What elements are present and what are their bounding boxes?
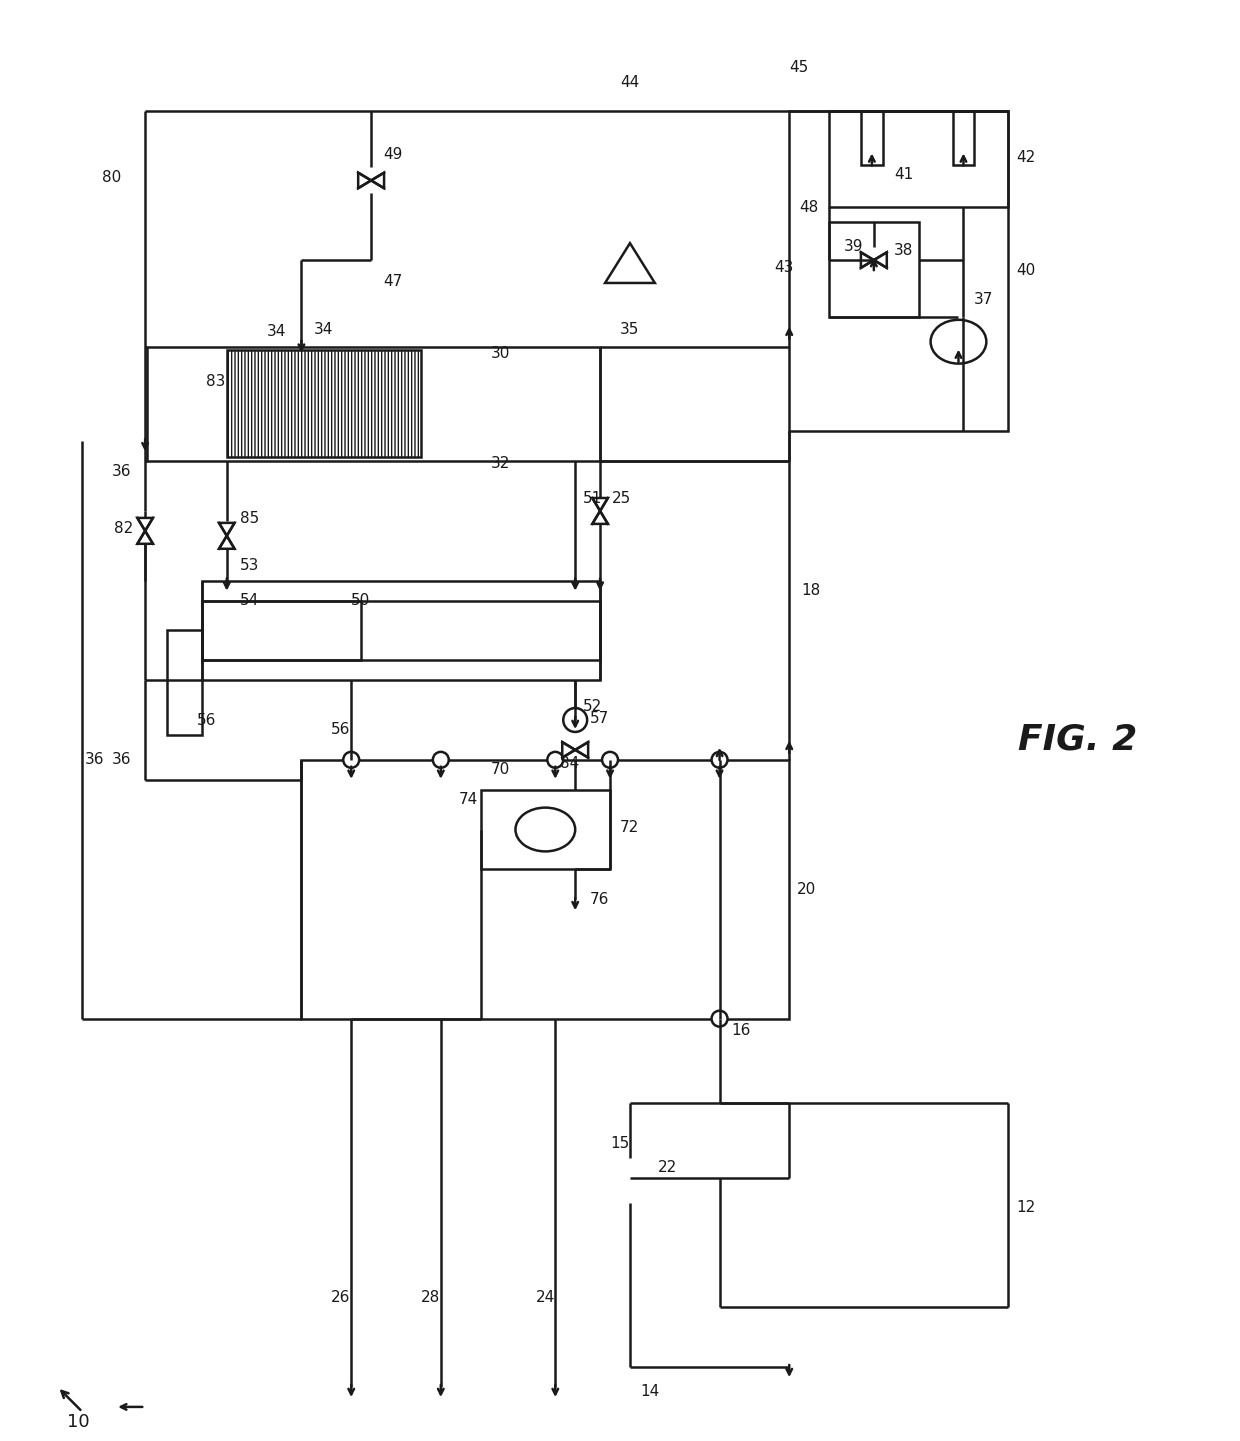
- Polygon shape: [593, 499, 608, 512]
- Bar: [227, 350, 420, 457]
- Bar: [830, 222, 919, 317]
- Text: 40: 40: [1017, 262, 1035, 278]
- Text: 16: 16: [732, 1023, 751, 1038]
- Text: 30: 30: [491, 346, 510, 362]
- Text: 44: 44: [620, 75, 640, 91]
- Text: 12: 12: [1017, 1200, 1035, 1215]
- Text: 34: 34: [267, 324, 286, 339]
- Text: 18: 18: [801, 584, 821, 598]
- Polygon shape: [371, 173, 384, 189]
- Text: 36: 36: [113, 464, 131, 478]
- Text: 49: 49: [383, 147, 403, 161]
- Circle shape: [603, 752, 618, 768]
- Text: 56: 56: [331, 722, 351, 738]
- Circle shape: [343, 752, 360, 768]
- Text: 43: 43: [774, 259, 794, 275]
- Polygon shape: [219, 536, 234, 549]
- Circle shape: [547, 752, 563, 768]
- Polygon shape: [861, 252, 874, 268]
- Text: 41: 41: [894, 167, 913, 182]
- Bar: [861, 111, 883, 166]
- Text: 42: 42: [1017, 150, 1035, 166]
- Text: 24: 24: [536, 1290, 554, 1306]
- Polygon shape: [575, 742, 588, 758]
- Text: 15: 15: [610, 1136, 629, 1150]
- Bar: [148, 347, 600, 461]
- Text: 26: 26: [331, 1290, 351, 1306]
- Bar: [830, 111, 1008, 208]
- Text: 22: 22: [658, 1160, 677, 1176]
- Text: 74: 74: [459, 793, 477, 807]
- Text: 82: 82: [114, 522, 134, 536]
- Polygon shape: [219, 523, 234, 536]
- Text: 47: 47: [383, 274, 402, 290]
- Text: 35: 35: [620, 323, 640, 337]
- Text: 83: 83: [206, 375, 226, 389]
- Text: 76: 76: [590, 892, 610, 906]
- Polygon shape: [358, 173, 371, 189]
- Text: FIG. 2: FIG. 2: [1018, 723, 1137, 757]
- Text: 53: 53: [239, 558, 259, 574]
- Text: 85: 85: [239, 512, 259, 526]
- Bar: [789, 111, 1008, 431]
- Text: 38: 38: [894, 242, 913, 258]
- Text: 36: 36: [113, 752, 131, 767]
- Text: 36: 36: [84, 752, 104, 767]
- Circle shape: [712, 752, 728, 768]
- Bar: [202, 601, 600, 660]
- Polygon shape: [138, 517, 153, 530]
- Text: 25: 25: [613, 491, 631, 506]
- Text: 32: 32: [491, 455, 510, 471]
- Text: 84: 84: [560, 757, 579, 771]
- Text: 51: 51: [583, 490, 603, 506]
- Bar: [481, 790, 610, 869]
- Text: 70: 70: [491, 762, 510, 777]
- Text: 57: 57: [590, 710, 609, 725]
- Text: 28: 28: [420, 1290, 440, 1306]
- Circle shape: [433, 752, 449, 768]
- Polygon shape: [874, 252, 887, 268]
- Text: 80: 80: [103, 170, 122, 184]
- Bar: [202, 581, 600, 680]
- Text: 10: 10: [67, 1412, 91, 1431]
- Polygon shape: [562, 742, 575, 758]
- Text: 34: 34: [314, 323, 332, 337]
- Text: 45: 45: [789, 61, 808, 75]
- Bar: [952, 111, 975, 166]
- Text: 72: 72: [620, 820, 640, 834]
- Text: 50: 50: [351, 594, 371, 608]
- Text: 14: 14: [640, 1385, 660, 1399]
- Text: 56: 56: [197, 712, 216, 728]
- Text: 37: 37: [973, 293, 993, 307]
- Text: 48: 48: [800, 200, 818, 215]
- Text: 20: 20: [797, 882, 816, 896]
- Text: 39: 39: [844, 239, 863, 254]
- Bar: [202, 601, 361, 660]
- Polygon shape: [593, 512, 608, 525]
- Circle shape: [712, 1010, 728, 1026]
- Text: 54: 54: [239, 594, 259, 608]
- Polygon shape: [138, 530, 153, 543]
- Bar: [167, 630, 202, 735]
- Text: 52: 52: [583, 699, 603, 713]
- Bar: [301, 759, 789, 1019]
